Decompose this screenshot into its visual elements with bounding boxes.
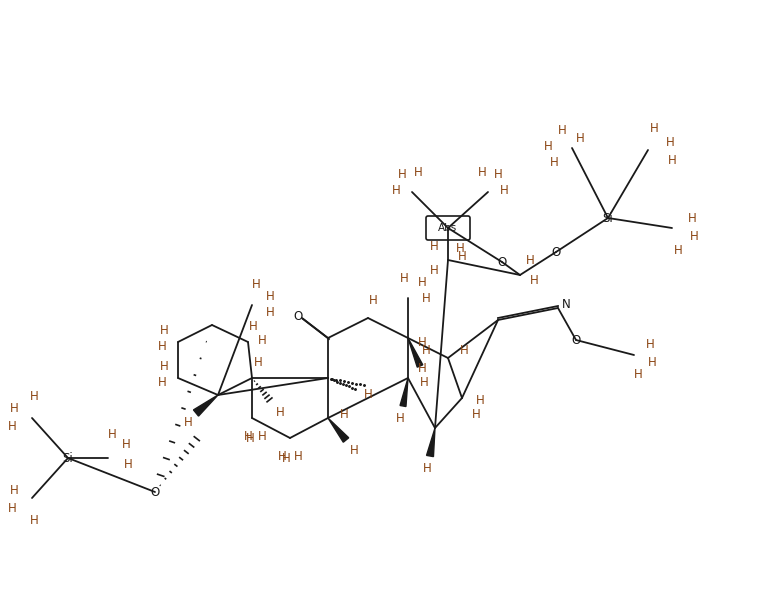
Text: H: H xyxy=(550,155,558,169)
Text: H: H xyxy=(9,401,18,414)
Text: H: H xyxy=(576,132,584,145)
Text: H: H xyxy=(160,324,168,337)
Text: H: H xyxy=(392,184,400,197)
Text: H: H xyxy=(158,340,167,352)
Text: H: H xyxy=(457,249,466,263)
Text: H: H xyxy=(418,276,426,288)
Text: O: O xyxy=(572,334,580,346)
Text: H: H xyxy=(687,212,697,224)
Text: O: O xyxy=(497,255,507,269)
Text: H: H xyxy=(421,343,430,356)
Text: Si: Si xyxy=(63,451,74,465)
Text: H: H xyxy=(293,450,303,462)
Text: H: H xyxy=(400,271,408,285)
Text: H: H xyxy=(647,356,656,370)
Text: H: H xyxy=(30,389,38,402)
Text: H: H xyxy=(456,242,465,255)
Text: H: H xyxy=(246,432,254,444)
Text: H: H xyxy=(257,429,267,443)
Text: H: H xyxy=(339,407,348,420)
Text: O: O xyxy=(150,486,160,499)
Polygon shape xyxy=(408,338,423,367)
FancyBboxPatch shape xyxy=(426,216,470,240)
Text: H: H xyxy=(249,319,257,332)
Polygon shape xyxy=(400,378,408,407)
Text: H: H xyxy=(478,166,486,178)
Text: H: H xyxy=(30,514,38,526)
Text: Abs: Abs xyxy=(439,223,457,233)
Text: H: H xyxy=(633,368,642,382)
Text: H: H xyxy=(122,438,131,450)
Text: H: H xyxy=(460,343,468,356)
Text: H: H xyxy=(673,243,683,257)
Text: H: H xyxy=(414,166,422,178)
Text: H: H xyxy=(9,484,18,496)
Text: H: H xyxy=(253,356,263,370)
Text: H: H xyxy=(266,307,274,319)
Text: H: H xyxy=(526,255,534,267)
Text: H: H xyxy=(429,264,439,276)
Text: H: H xyxy=(108,428,117,441)
Text: H: H xyxy=(350,444,358,456)
Text: H: H xyxy=(543,139,552,152)
Text: H: H xyxy=(275,407,285,420)
Text: H: H xyxy=(184,416,192,429)
Text: H: H xyxy=(420,377,429,389)
Text: H: H xyxy=(160,359,168,373)
Text: H: H xyxy=(397,167,407,181)
Text: O: O xyxy=(293,310,303,322)
Text: H: H xyxy=(396,411,404,425)
Text: H: H xyxy=(665,136,674,148)
Text: H: H xyxy=(266,291,274,304)
Text: H: H xyxy=(257,334,267,346)
Text: H: H xyxy=(422,462,432,474)
Polygon shape xyxy=(193,395,218,416)
Text: H: H xyxy=(690,230,698,243)
Text: H: H xyxy=(252,279,260,291)
Text: H: H xyxy=(421,291,430,304)
Text: H: H xyxy=(244,429,253,443)
Text: H: H xyxy=(558,124,566,136)
Text: H: H xyxy=(368,294,378,307)
Text: N: N xyxy=(561,297,570,310)
Text: H: H xyxy=(158,376,167,389)
Text: H: H xyxy=(418,362,426,374)
Text: O: O xyxy=(551,246,561,258)
Text: H: H xyxy=(529,273,538,286)
Text: H: H xyxy=(650,121,658,135)
Text: H: H xyxy=(278,450,286,462)
Text: H: H xyxy=(500,184,508,197)
Text: H: H xyxy=(429,240,439,252)
Text: H: H xyxy=(124,457,132,471)
Text: H: H xyxy=(646,338,655,352)
Text: H: H xyxy=(282,451,290,465)
Text: H: H xyxy=(475,393,484,407)
Text: H: H xyxy=(472,407,480,420)
Polygon shape xyxy=(328,418,349,442)
Polygon shape xyxy=(426,428,435,457)
Text: H: H xyxy=(8,420,16,432)
Text: H: H xyxy=(418,337,426,349)
Text: Si: Si xyxy=(603,212,613,224)
Text: H: H xyxy=(493,167,502,181)
Text: H: H xyxy=(8,502,16,514)
Text: H: H xyxy=(364,388,372,401)
Text: H: H xyxy=(668,154,676,166)
